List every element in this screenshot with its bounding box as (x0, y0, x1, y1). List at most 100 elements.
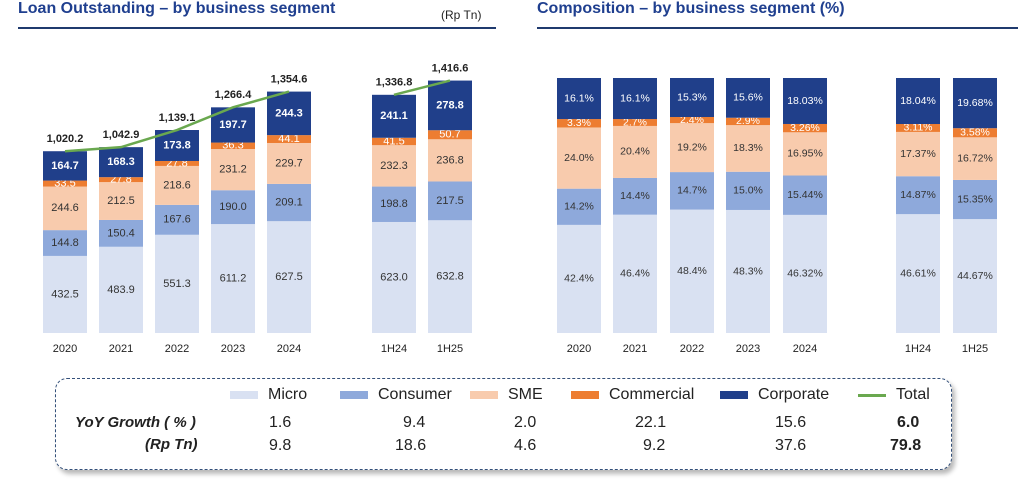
bar-label-micro-1h25: 632.8 (436, 271, 464, 283)
x-tick-right-1h25: 1H25 (962, 343, 988, 355)
unit-label: (Rp Tn) (441, 8, 482, 22)
yoy-rp-micro: 9.8 (269, 437, 292, 454)
total-line-halfyear (393, 79, 451, 97)
legend-swatch-consumer (340, 391, 368, 399)
bar-label-sme-2020: 244.6 (51, 202, 79, 214)
bar-consumer-2024 (267, 183, 311, 222)
pct-label-micro-1h24: 46.61% (900, 267, 936, 279)
x-tick-right-2023: 2023 (736, 343, 760, 355)
bar-label-corporate-2024: 244.3 (275, 107, 303, 119)
legend-swatch-commercial (571, 391, 599, 399)
pct-bar-corporate-2020 (557, 78, 601, 120)
x-tick-left-2023: 2023 (221, 343, 245, 355)
pct-bar-consumer-1h24 (896, 176, 940, 215)
pct-bar-corporate-2024 (783, 78, 827, 124)
legend-swatch-sme (470, 391, 498, 399)
pct-label-corporate-2024: 18.03% (787, 95, 823, 107)
pct-bar-commercial-2022 (670, 117, 714, 124)
legend-label-micro: Micro (268, 386, 308, 403)
yoy-pct-micro: 1.6 (269, 414, 292, 431)
bar-sme-2020 (43, 186, 87, 231)
bar-commercial-2021 (99, 177, 143, 183)
pct-bar-micro-1h24 (896, 214, 940, 333)
total-label-1h24: 1,336.8 (376, 77, 413, 89)
bar-label-consumer-2024: 209.1 (275, 196, 303, 208)
bar-label-commercial-2024: 44.1 (278, 133, 299, 145)
yoy-pct-total: 6.0 (897, 414, 920, 431)
pct-bar-sme-2022 (670, 123, 714, 173)
pct-bar-commercial-1h24 (896, 124, 940, 132)
pct-bar-sme-2024 (783, 132, 827, 176)
pct-label-micro-2021: 46.4% (620, 268, 650, 280)
bar-consumer-2023 (211, 190, 255, 225)
x-tick-left-2024: 2024 (277, 343, 301, 355)
yoy-pct-sme: 2.0 (514, 414, 537, 431)
pct-label-corporate-2022: 15.3% (677, 91, 707, 103)
pct-label-corporate-1h25: 19.68% (957, 97, 993, 109)
bar-micro-2020 (43, 255, 87, 333)
bar-sme-2021 (99, 182, 143, 220)
pct-label-sme-1h24: 17.37% (900, 148, 936, 160)
x-tick-left-2022: 2022 (165, 343, 189, 355)
x-tick-left-2021: 2021 (109, 343, 133, 355)
pct-label-consumer-1h25: 15.35% (957, 193, 993, 205)
bar-commercial-2024 (267, 135, 311, 143)
x-tick-right-2022: 2022 (680, 343, 704, 355)
right-chart-title: Composition – by business segment (%) (537, 0, 845, 17)
bar-micro-1h25 (428, 220, 472, 333)
pct-label-commercial-2023: 2.9% (736, 115, 760, 127)
pct-label-consumer-2022: 14.7% (677, 185, 707, 197)
legend-commercial: Commercial (571, 386, 694, 404)
legend-micro: Micro (230, 386, 307, 404)
bar-label-sme-2023: 231.2 (219, 164, 247, 176)
pct-label-sme-2024: 16.95% (787, 148, 823, 160)
pct-bar-consumer-1h25 (953, 179, 997, 220)
x-tick-left-2020: 2020 (53, 343, 77, 355)
pct-bar-sme-2020 (557, 127, 601, 189)
legend-label-total: Total (896, 386, 930, 403)
total-label-2021: 1,042.9 (103, 129, 140, 141)
total-label-2024: 1,354.6 (271, 73, 308, 85)
bar-commercial-1h24 (372, 137, 416, 146)
bar-commercial-1h25 (428, 130, 472, 140)
yoy-rp-commercial: 9.2 (643, 437, 666, 454)
yoy-pct-corporate: 15.6 (775, 414, 807, 431)
pct-bar-micro-2023 (726, 209, 770, 333)
pct-label-micro-2023: 48.3% (733, 265, 763, 277)
pct-label-corporate-1h24: 18.04% (900, 95, 936, 107)
bar-label-commercial-1h25: 50.7 (439, 129, 460, 141)
bar-label-commercial-2023: 36.3 (222, 140, 243, 152)
pct-label-micro-2020: 42.4% (564, 273, 594, 285)
bar-label-corporate-2020: 164.7 (51, 160, 79, 172)
yoy-rp-total: 79.8 (890, 437, 922, 454)
pct-label-micro-2022: 48.4% (677, 265, 707, 277)
pct-bar-micro-2024 (783, 214, 827, 333)
pct-bar-sme-2023 (726, 125, 770, 172)
pct-bar-sme-1h25 (953, 137, 997, 180)
bar-label-commercial-1h24: 41.5 (383, 135, 404, 147)
legend-sme: SME (470, 386, 543, 404)
yoy-pct-label: YoY Growth ( % ) (75, 414, 196, 431)
bar-micro-2021 (99, 246, 143, 333)
bar-corporate-2020 (43, 151, 87, 181)
bar-label-sme-2021: 212.5 (107, 195, 135, 207)
legend-label-corporate: Corporate (758, 386, 830, 403)
pct-label-consumer-2021: 14.4% (620, 190, 650, 202)
legend-swatch-micro (230, 391, 258, 399)
pct-bar-consumer-2022 (670, 172, 714, 210)
pct-bar-micro-2021 (613, 214, 657, 333)
pct-label-commercial-2021: 2.7% (623, 116, 647, 128)
yoy-rp-label: (Rp Tn) (145, 436, 198, 453)
pct-label-consumer-2020: 14.2% (564, 201, 594, 213)
legend-total: Total (858, 386, 930, 404)
x-tick-right-2020: 2020 (567, 343, 591, 355)
bar-commercial-2020 (43, 180, 87, 187)
x-tick-right-2024: 2024 (793, 343, 817, 355)
bar-consumer-1h25 (428, 181, 472, 221)
x-tick-left-1h24: 1H24 (381, 343, 407, 355)
bar-label-consumer-2020: 144.8 (51, 237, 79, 249)
pct-label-sme-2020: 24.0% (564, 152, 594, 164)
bar-corporate-1h24 (372, 94, 416, 138)
bar-label-corporate-2022: 173.8 (163, 139, 191, 151)
